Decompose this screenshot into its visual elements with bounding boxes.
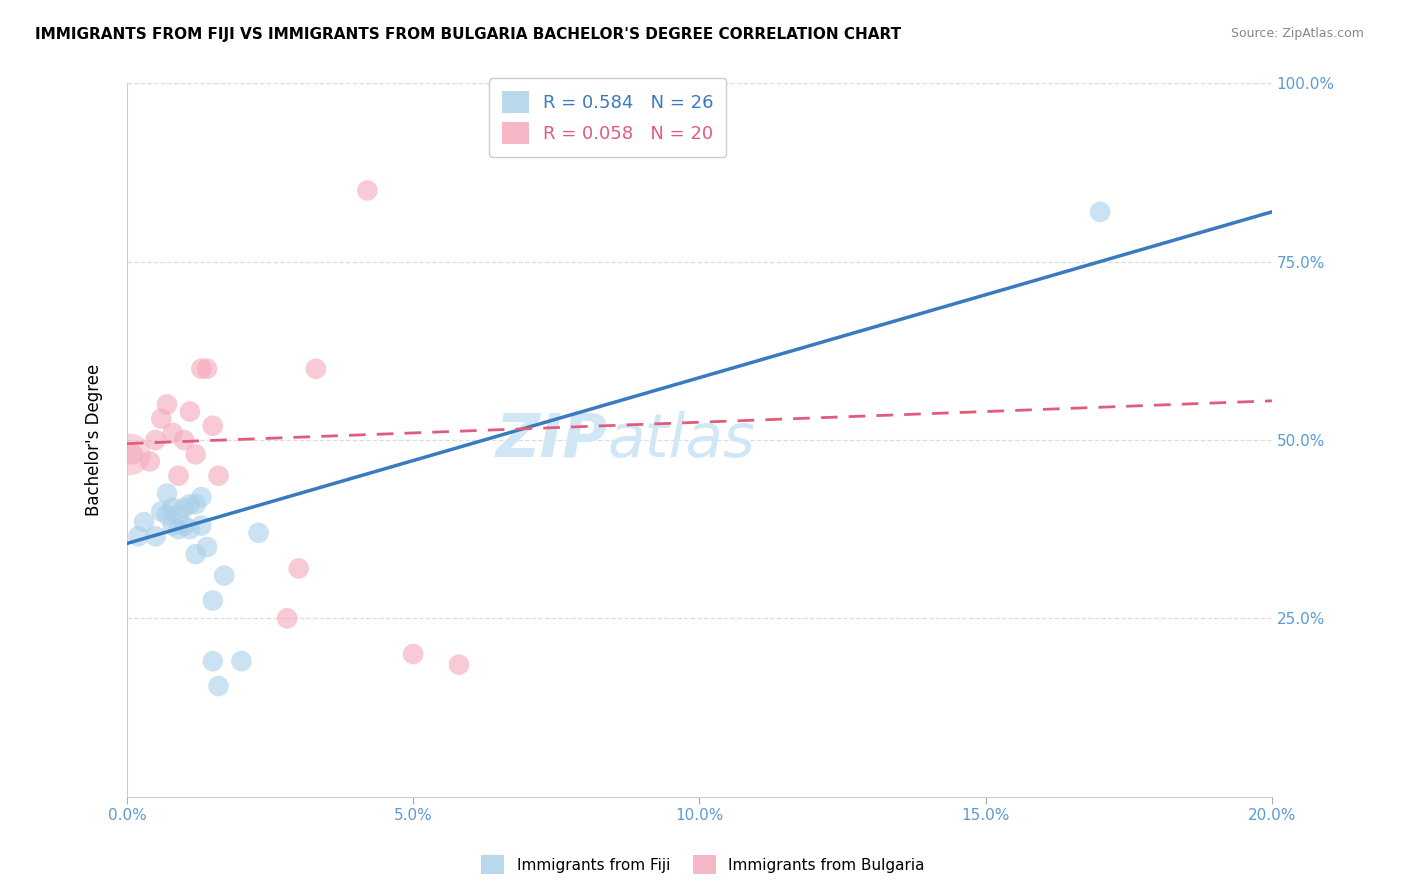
Point — [179, 522, 201, 536]
Point — [247, 525, 270, 540]
Point — [118, 447, 141, 461]
Legend: Immigrants from Fiji, Immigrants from Bulgaria: Immigrants from Fiji, Immigrants from Bu… — [475, 849, 931, 880]
Point — [276, 611, 298, 625]
Point — [156, 397, 179, 411]
Point — [173, 500, 195, 515]
Point — [121, 447, 143, 461]
Point — [162, 425, 184, 440]
Point — [145, 433, 167, 447]
Point — [179, 497, 201, 511]
Point — [195, 361, 218, 376]
Point — [139, 454, 162, 468]
Point — [184, 497, 207, 511]
Text: Source: ZipAtlas.com: Source: ZipAtlas.com — [1230, 27, 1364, 40]
Point — [447, 657, 470, 672]
Point — [184, 547, 207, 561]
Point — [162, 518, 184, 533]
Point — [201, 593, 224, 607]
Point — [156, 486, 179, 500]
Text: IMMIGRANTS FROM FIJI VS IMMIGRANTS FROM BULGARIA BACHELOR'S DEGREE CORRELATION C: IMMIGRANTS FROM FIJI VS IMMIGRANTS FROM … — [35, 27, 901, 42]
Point — [287, 561, 309, 575]
Legend: R = 0.584   N = 26, R = 0.058   N = 20: R = 0.584 N = 26, R = 0.058 N = 20 — [489, 78, 727, 157]
Y-axis label: Bachelor's Degree: Bachelor's Degree — [86, 364, 103, 516]
Point — [207, 679, 229, 693]
Point — [201, 654, 224, 668]
Point — [145, 529, 167, 543]
Point — [1088, 204, 1111, 219]
Point — [162, 500, 184, 515]
Point — [356, 183, 378, 197]
Point — [201, 418, 224, 433]
Text: ZIP: ZIP — [496, 410, 607, 469]
Point — [190, 490, 212, 504]
Point — [127, 529, 149, 543]
Text: atlas: atlas — [607, 410, 755, 469]
Point — [132, 515, 155, 529]
Point — [212, 568, 235, 582]
Point — [195, 540, 218, 554]
Point — [179, 404, 201, 418]
Point — [190, 518, 212, 533]
Point — [184, 447, 207, 461]
Point — [173, 433, 195, 447]
Point — [167, 522, 190, 536]
Point — [150, 504, 173, 518]
Point — [190, 361, 212, 376]
Point — [167, 468, 190, 483]
Point — [231, 654, 253, 668]
Point — [167, 508, 190, 522]
Point — [305, 361, 328, 376]
Point — [402, 647, 425, 661]
Point — [207, 468, 229, 483]
Point — [150, 411, 173, 425]
Point — [156, 508, 179, 522]
Point — [173, 518, 195, 533]
